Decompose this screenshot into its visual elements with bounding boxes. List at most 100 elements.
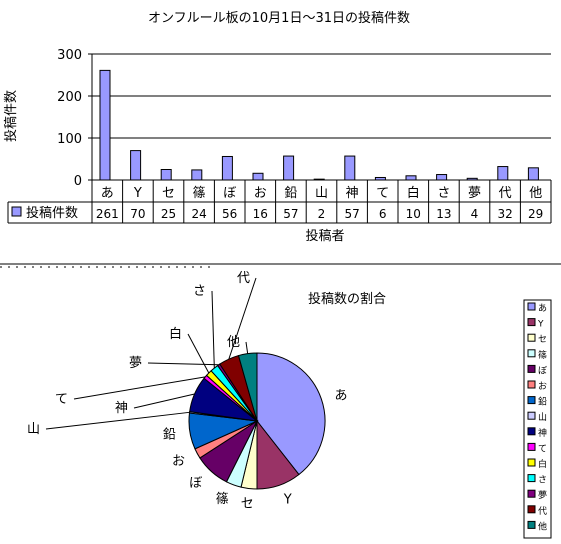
data-label: 261 <box>96 207 119 221</box>
bar <box>436 174 448 181</box>
leader-line <box>73 376 206 400</box>
x-tick-label: Y <box>133 186 142 201</box>
data-label: 56 <box>222 207 237 221</box>
pie-legend-label: 神 <box>538 427 547 439</box>
pie-label: あ <box>335 388 348 403</box>
x-tick-label: 白 <box>407 185 420 201</box>
data-label: 4 <box>471 207 479 221</box>
leader-line <box>245 341 249 354</box>
leader-line <box>133 393 195 409</box>
pie-legend-label: 鉛 <box>538 396 547 408</box>
bar <box>344 155 356 181</box>
x-tick-label: あ <box>101 186 114 201</box>
pie-legend-label: 夢 <box>538 489 547 501</box>
data-label: 2 <box>318 207 326 221</box>
pie-label: セ <box>241 496 254 511</box>
pie-label: お <box>172 454 185 469</box>
x-tick-label: ぼ <box>223 186 236 201</box>
bar <box>252 172 264 181</box>
data-label: 24 <box>191 207 206 221</box>
x-tick-label: 鉛 <box>284 186 297 201</box>
pie-legend-swatch <box>527 442 536 451</box>
pie-label: 代 <box>237 271 250 286</box>
pie-label: 山 <box>27 422 40 437</box>
leader-line <box>45 411 190 430</box>
legend-label: 投稿件数 <box>26 205 78 221</box>
y-tick-label: 200 <box>57 90 82 105</box>
data-label: 6 <box>379 207 387 221</box>
data-label: 29 <box>528 207 543 221</box>
pie-legend-swatch <box>527 364 536 373</box>
pie-label: 篠 <box>216 492 229 507</box>
pie-slice <box>237 352 258 422</box>
bar <box>221 155 233 181</box>
pie-label: 白 <box>169 326 182 342</box>
x-axis-label: 投稿者 <box>305 228 344 244</box>
pie-label: ぼ <box>189 476 202 491</box>
y-tick-labels: 0 100 200 300 <box>57 48 82 189</box>
data-label: 57 <box>283 207 298 221</box>
leader-line <box>211 290 215 369</box>
pie-label: 夢 <box>129 356 142 371</box>
data-label: 57 <box>344 207 359 221</box>
leader-line <box>147 362 219 366</box>
x-tick-label: さ <box>437 186 450 201</box>
y-tick-label: 300 <box>57 48 82 63</box>
x-tick-label: 篠 <box>193 186 206 201</box>
x-tick-label: 他 <box>529 186 542 201</box>
bar <box>405 175 417 181</box>
x-tick-label: 山 <box>315 186 328 201</box>
pie-legend-swatch <box>527 427 536 436</box>
x-tick-label: セ <box>162 186 175 201</box>
pie-legend-swatch <box>527 380 536 389</box>
x-tick-label: て <box>376 186 389 201</box>
pie-label: さ <box>193 284 206 299</box>
pie-legend-label: あ <box>538 303 547 314</box>
bar-series <box>99 69 539 181</box>
pie-legend-swatch <box>527 333 536 342</box>
x-tick-label: お <box>254 186 267 201</box>
pie-legend-swatch <box>527 349 536 358</box>
bar <box>160 169 172 181</box>
pie-legend-swatch <box>527 489 536 498</box>
bar <box>497 166 509 181</box>
pie-legend-swatch <box>527 474 536 483</box>
bar-gridlines <box>88 53 551 181</box>
data-table: 投稿件数 あ 261 Y 70 セ 25 篠 24 ぼ 56 お 16 鉛 57 山 2 神 57 て 6 白 10 さ 13… <box>7 179 552 224</box>
pie-legend-label: 代 <box>538 506 547 517</box>
x-tick-label: 神 <box>346 186 359 201</box>
pie-legend-label: 篠 <box>538 349 547 361</box>
pie-chart-title: 投稿数の割合 <box>308 291 386 307</box>
bar <box>99 69 111 181</box>
pie-legend-label: Y <box>537 320 544 330</box>
pie-label: 神 <box>115 401 128 416</box>
data-label: 13 <box>436 207 451 221</box>
data-label: 32 <box>497 207 512 221</box>
pie-legend-swatch <box>527 520 536 529</box>
legend-swatch <box>11 206 22 217</box>
pie-label: 他 <box>227 335 240 350</box>
pie-legend-swatch <box>527 458 536 467</box>
data-label: 10 <box>406 207 421 221</box>
leader-line <box>228 277 257 360</box>
pie-legend-label: さ <box>538 475 547 486</box>
y-tick-label: 0 <box>74 174 82 189</box>
pie-legend-label: 白 <box>538 458 547 470</box>
bar <box>527 167 539 181</box>
bar-chart-title: オンフルール板の10月1日～31日の投稿件数 <box>148 10 410 26</box>
pie-legend-label: ぼ <box>538 365 547 376</box>
pie-legend-label: 山 <box>538 412 547 423</box>
pie-slice <box>256 352 326 476</box>
pie-legend-swatch <box>527 396 536 405</box>
pie-legend-label: 他 <box>538 520 547 532</box>
data-label: 16 <box>253 207 268 221</box>
pie-legend-swatch <box>527 302 536 311</box>
pie-legend-label: お <box>538 381 547 392</box>
pie-legend-swatch <box>527 411 536 420</box>
x-tick-label: 夢 <box>468 186 481 201</box>
pie-label: て <box>55 392 68 407</box>
pie-legend-swatch <box>527 505 536 514</box>
pie-legend-label: セ <box>538 334 547 345</box>
